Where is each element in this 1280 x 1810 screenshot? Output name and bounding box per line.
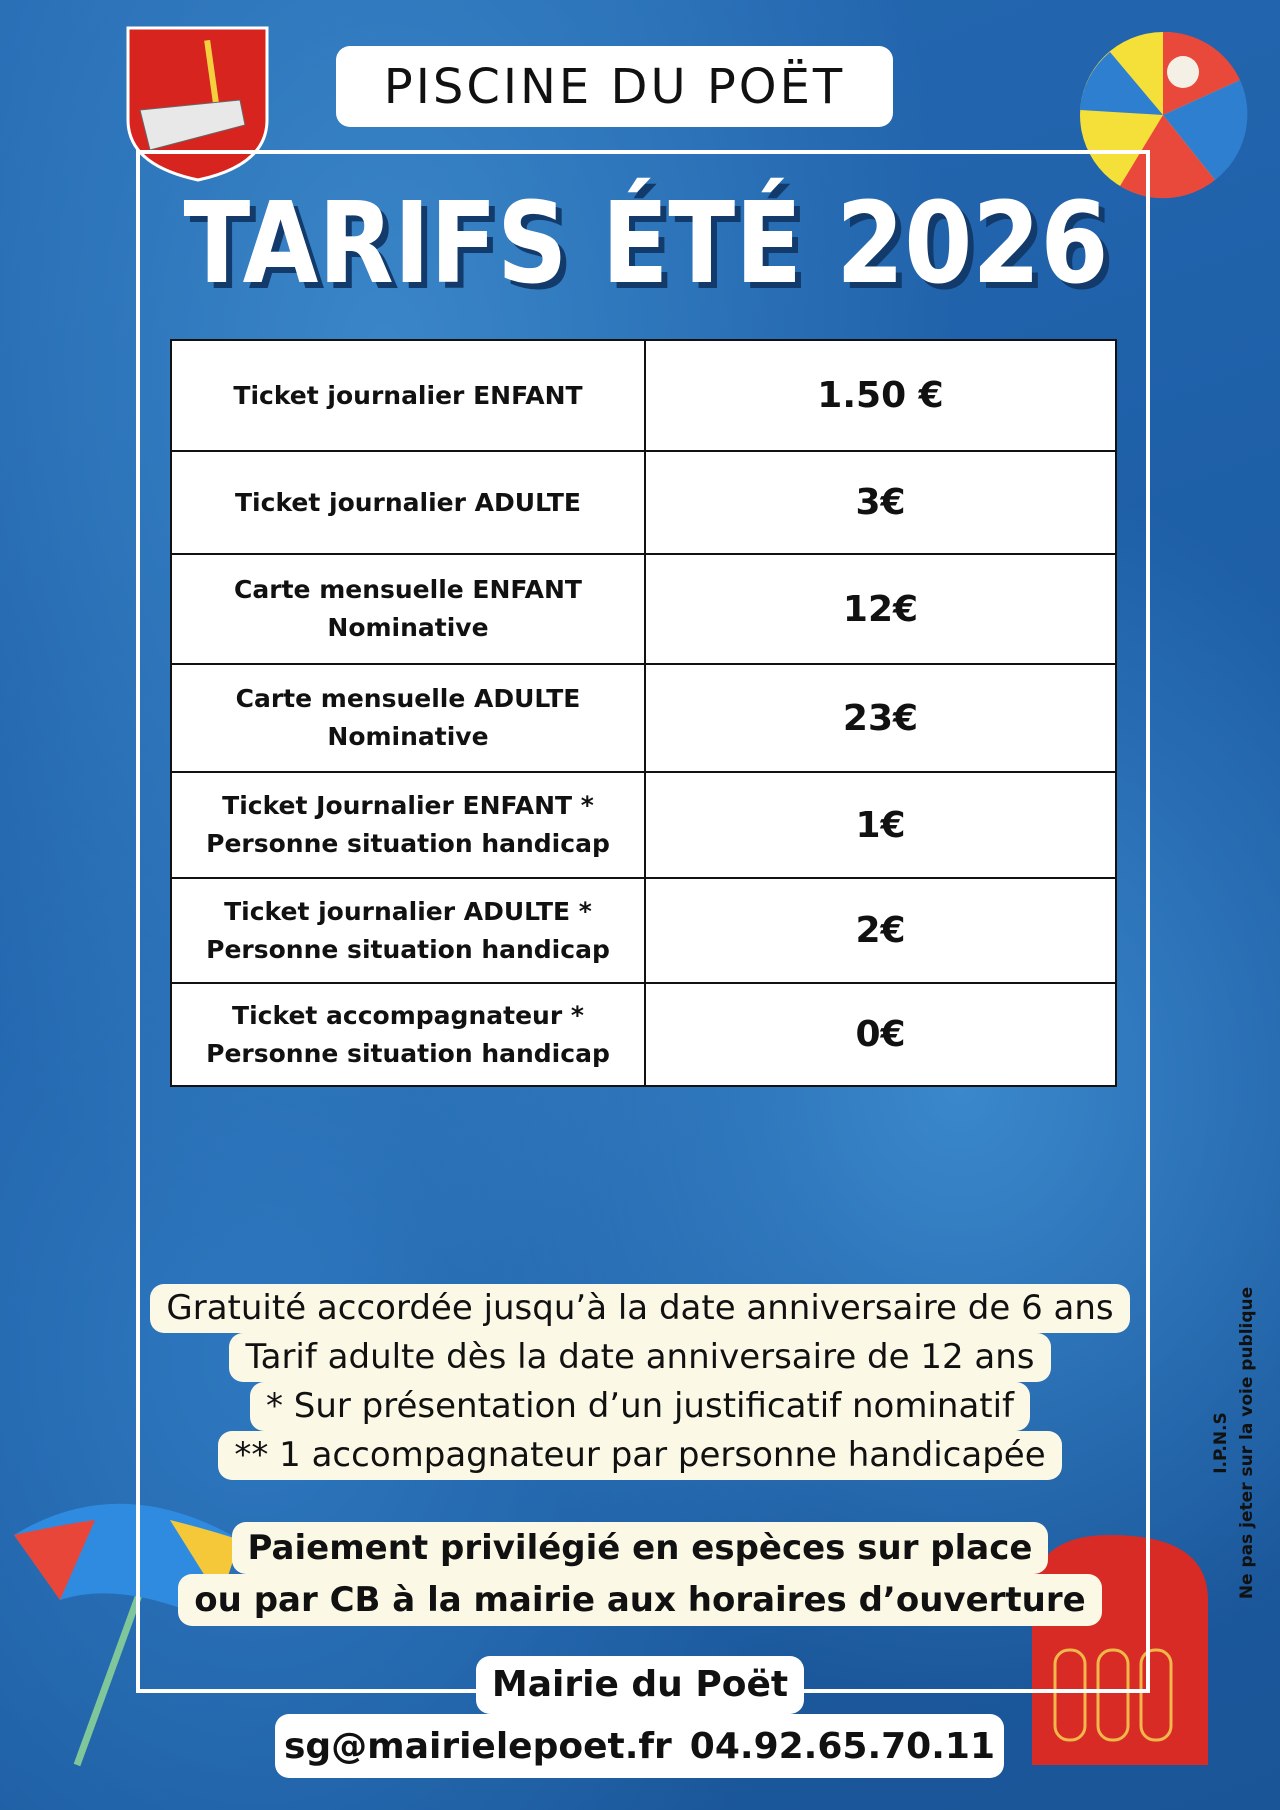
label-line: Ticket accompagnateur * — [232, 1000, 584, 1030]
row-label: Carte mensuelle ENFANT Nominative — [172, 555, 646, 663]
row-price: 0€ — [855, 1014, 906, 1055]
price-table: Ticket journalier ENFANT 1.50 € Ticket jou… — [170, 339, 1117, 1087]
note-line: * Sur présentation d’un justificatif nom… — [249, 1382, 1031, 1431]
table-row: Ticket journalier ENFANT 1.50 € — [172, 341, 1115, 450]
row-price: 3€ — [855, 482, 906, 523]
contact: sg@mairielepoet.fr 04.92.65.70.11 — [275, 1714, 1004, 1778]
email: sg@mairielepoet.fr — [283, 1725, 672, 1767]
sword — [204, 39, 220, 111]
table-row: Ticket journalier ADULTE 3€ — [172, 450, 1115, 553]
row-label: Carte mensuelle ADULTE Nominative — [172, 665, 646, 771]
label-line: Ticket journalier ADULTE — [235, 487, 581, 517]
side-line: Ne pas jeter sur la voie publique — [1237, 1286, 1257, 1600]
phone: 04.92.65.70.11 — [689, 1725, 995, 1767]
table-row: Ticket journalier ADULTE * Personne situa… — [172, 877, 1115, 982]
label-line: Personne situation handicap — [206, 1038, 610, 1068]
note-line: Tarif adulte dès la date anniversaire de… — [229, 1333, 1051, 1382]
payment: Paiement privilégié en espèces sur place… — [0, 1522, 1280, 1626]
mairie-name: Mairie du Poët — [475, 1656, 805, 1714]
row-price: 23€ — [842, 697, 919, 739]
main-title: TARIFS ÉTÉ 2026 — [184, 177, 1109, 309]
row-label: Ticket journalier ADULTE * Personne situa… — [172, 879, 646, 982]
label-line: Ticket journalier ADULTE * — [224, 896, 592, 926]
row-price: 12€ — [842, 588, 919, 630]
label-line: Ticket journalier ENFANT — [233, 380, 583, 410]
table-row: Carte mensuelle ENFANT Nominative 12€ — [172, 553, 1115, 663]
label-line: Ticket Journalier ENFANT * — [222, 791, 594, 820]
mairie: Mairie du Poët — [0, 1656, 1280, 1714]
beach-ball — [1080, 31, 1248, 199]
side-line: I.P.N.S — [1211, 1412, 1231, 1474]
payment-line: ou par CB à la mairie aux horaires d’ouv… — [178, 1574, 1102, 1626]
side-note: I.P.N.S Ne pas jeter sur la voie publique — [1208, 1273, 1268, 1613]
row-label: Ticket journalier ADULTE — [172, 452, 646, 553]
table-row: Ticket accompagnateur * Personne situatio… — [172, 982, 1115, 1085]
row-label: Ticket Journalier ENFANT * Personne situa… — [172, 773, 646, 877]
arm — [139, 99, 246, 151]
label-line: Nominative — [327, 722, 489, 751]
row-label: Ticket journalier ENFANT — [172, 341, 646, 450]
notes: Gratuité accordée jusqu’à la date annive… — [0, 1284, 1280, 1480]
note-line: Gratuité accordée jusqu’à la date annive… — [150, 1284, 1130, 1333]
row-price: 1€ — [855, 804, 906, 846]
row-price: 2€ — [855, 910, 906, 951]
table-row: Ticket Journalier ENFANT * Personne situa… — [172, 771, 1115, 877]
label-line: Personne situation handicap — [206, 934, 610, 964]
label-line: Nominative — [327, 613, 489, 642]
main-title-shadow: TARIFS ÉTÉ 2026 — [190, 183, 1115, 315]
row-label: Ticket accompagnateur * Personne situatio… — [172, 984, 646, 1085]
note-line: ** 1 accompagnateur par personne handica… — [218, 1431, 1062, 1480]
table-row: Carte mensuelle ADULTE Nominative 23€ — [172, 663, 1115, 771]
row-price: 1.50 € — [817, 375, 944, 416]
label-line: Carte mensuelle ADULTE — [235, 684, 581, 713]
label-line: Carte mensuelle ENFANT — [234, 575, 582, 604]
label-line: Personne situation handicap — [206, 829, 610, 858]
payment-line: Paiement privilégié en espèces sur place — [231, 1522, 1049, 1574]
header-title: PISCINE DU POËT — [336, 46, 893, 127]
